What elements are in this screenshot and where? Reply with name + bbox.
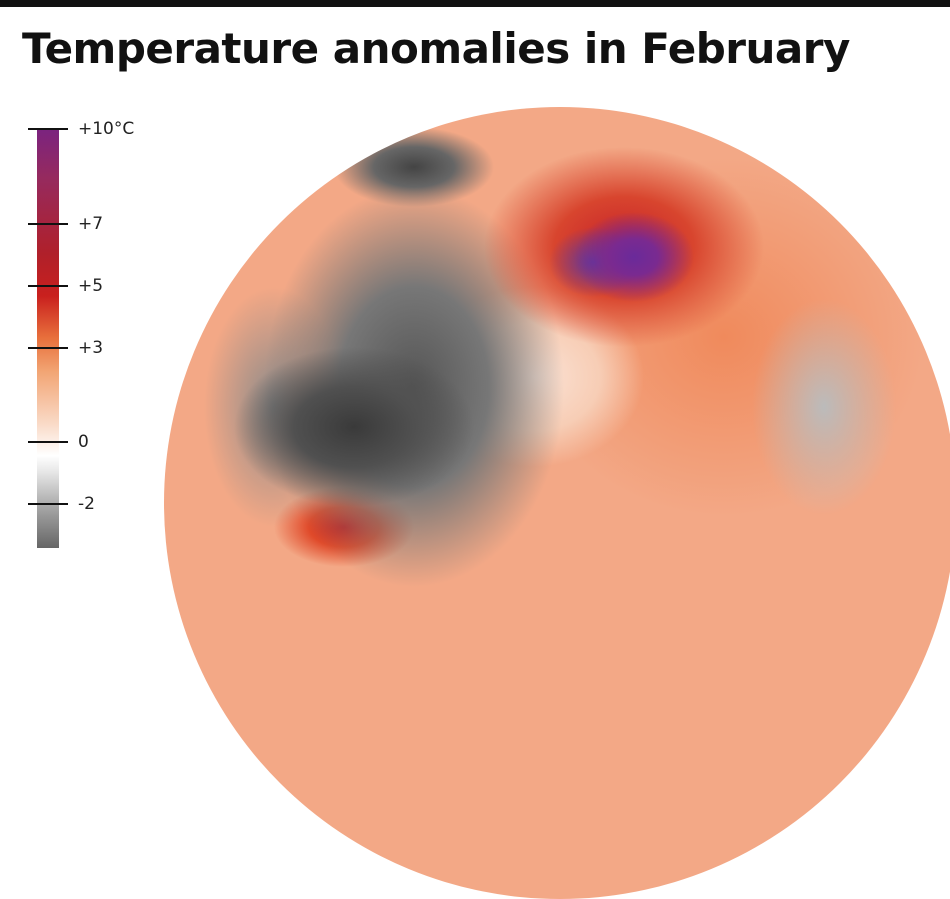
top-rule [0, 0, 950, 7]
globe-anomaly-map [164, 107, 950, 899]
legend-tick-7 [28, 223, 68, 225]
legend-tick-10 [28, 128, 68, 130]
legend-label-3: +3 [78, 338, 104, 358]
legend-tick-minus2 [28, 503, 68, 505]
legend-label-10: +10°C [78, 119, 135, 139]
legend-label-0: 0 [78, 432, 89, 452]
color-scale-legend: +10°C +7 +5 +3 0 -2 [28, 119, 158, 548]
legend-tick-0 [28, 441, 68, 443]
legend-label-5: +5 [78, 276, 104, 296]
color-scale-bar [37, 128, 59, 548]
legend-label-7: +7 [78, 214, 104, 234]
legend-label-minus2: -2 [78, 494, 95, 514]
page-title: Temperature anomalies in February [22, 24, 850, 73]
legend-tick-3 [28, 347, 68, 349]
legend-tick-5 [28, 285, 68, 287]
